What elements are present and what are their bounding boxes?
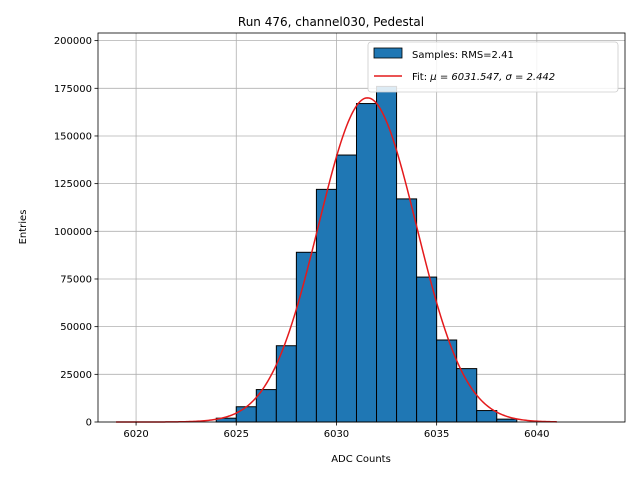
x-tick-label: 6020 <box>123 429 148 440</box>
histogram-bar <box>235 406 257 423</box>
legend-box <box>367 41 619 93</box>
histogram-bar <box>456 368 478 423</box>
legend: Samples: RMS=2.41 Fit: μ = 6031.547, σ =… <box>367 41 619 93</box>
y-tick-label: 50000 <box>60 322 92 333</box>
x-tick-label: 6025 <box>224 429 249 440</box>
y-tick-label: 100000 <box>54 227 92 238</box>
y-axis-label: Entries <box>18 210 29 245</box>
fit-curve <box>116 97 557 423</box>
histogram-bar <box>355 103 378 423</box>
histogram-bar <box>496 418 518 423</box>
legend-histogram-swatch <box>373 47 403 59</box>
x-tick-label: 6035 <box>424 429 449 440</box>
y-tick-label: 125000 <box>54 179 92 190</box>
y-tick-label: 25000 <box>60 370 92 381</box>
y-axis-ticks: 0 25000 50000 75000 100000 125000 150000 175000… <box>54 36 98 429</box>
x-tick-label: 6030 <box>324 429 349 440</box>
plot-frame <box>97 32 626 423</box>
histogram-bar <box>335 154 357 423</box>
histogram-bar <box>376 85 398 423</box>
x-axis-label: ADC Counts <box>331 454 391 465</box>
y-tick-label: 0 <box>86 418 92 429</box>
y-tick-label: 75000 <box>60 274 92 285</box>
chart-title: Run 476, channel030, Pedestal <box>238 15 424 29</box>
y-tick-label: 150000 <box>54 131 92 142</box>
y-tick-label: 175000 <box>54 84 92 95</box>
legend-histogram-label: Samples: RMS=2.41 <box>412 50 514 61</box>
histogram-bar <box>476 410 498 423</box>
histogram-bar <box>416 276 438 423</box>
x-axis-ticks: 6020 6025 6030 6035 6040 <box>123 422 550 440</box>
x-tick-label: 6040 <box>524 429 549 440</box>
legend-fit-label: Fit: μ = 6031.547, σ = 2.442 <box>412 72 555 83</box>
histogram-bar <box>396 198 418 423</box>
histogram-bars <box>215 85 518 423</box>
histogram-bar <box>295 251 317 423</box>
y-tick-label: 200000 <box>54 36 92 47</box>
